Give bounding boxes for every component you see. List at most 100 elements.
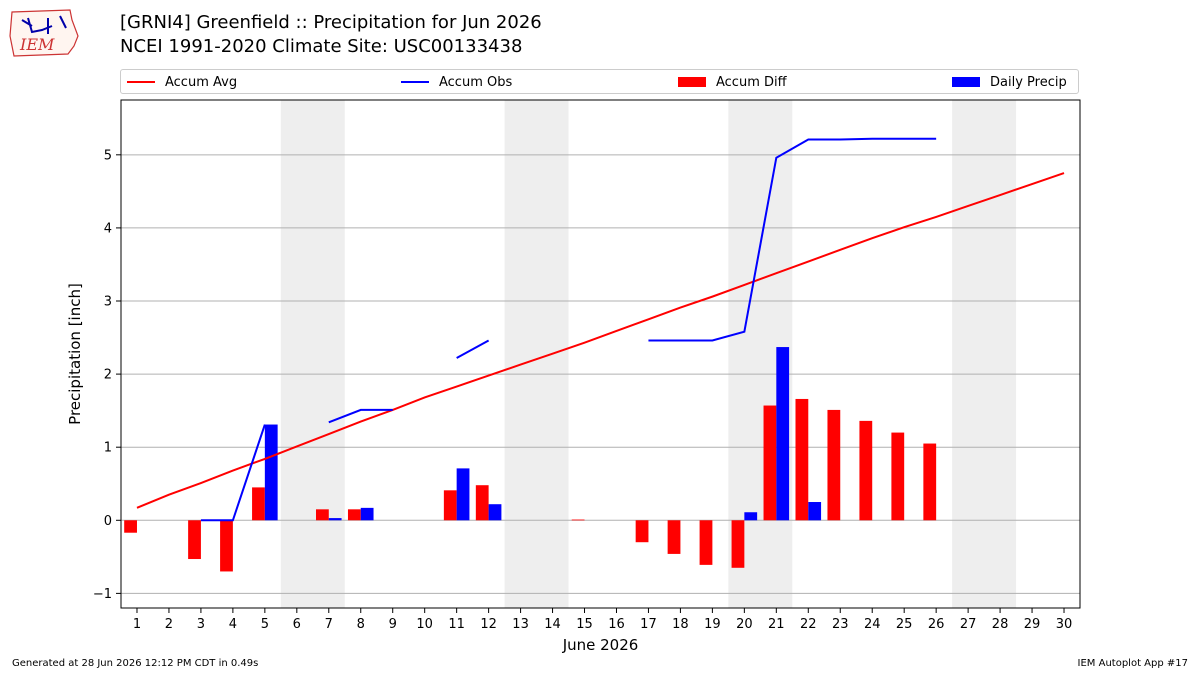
accum-obs-line [648,137,937,342]
x-tick-label: 12 [480,617,497,632]
legend-item-accum-avg: Accum Avg [127,73,237,91]
x-tick-label: 25 [896,617,913,632]
x-tick-label: 16 [608,617,625,632]
x-tick-label: 19 [704,617,721,632]
accum-diff-bar [124,520,137,533]
accum-diff-bar [475,485,489,521]
accum-diff-bar [891,432,905,521]
x-tick-label: 2 [165,617,173,632]
x-tick-label: 5 [261,617,269,632]
x-tick-label: 23 [832,617,849,632]
legend-swatch-accum-obs [401,81,429,83]
weekend-shading [280,100,1017,608]
accum-diff-bar [731,520,745,568]
legend-item-accum-diff: Accum Diff [678,73,787,91]
x-tick-label: 29 [1024,617,1041,632]
x-tick-label: 7 [325,617,333,632]
y-axis-label: Precipitation [inch] [66,283,84,425]
x-tick-label: 20 [736,617,753,632]
accum-obs-line [456,339,490,359]
y-tick-label: 3 [104,295,112,310]
accum-diff-bar [827,409,841,521]
x-tick-label: 6 [293,617,301,632]
weekend-band [952,100,1017,608]
x-tick-label: 24 [864,617,881,632]
legend-swatch-accum-diff [678,77,706,87]
legend-label-accum-obs: Accum Obs [439,74,513,90]
y-tick-label: 0 [104,514,112,529]
accum-diff-bar [188,520,201,560]
y-tick-label: 2 [104,368,112,383]
accum-diff-bar [443,490,457,521]
x-tick-label: 15 [576,617,593,632]
x-tick-label: 18 [672,617,689,632]
x-tick-label: 30 [1056,617,1073,632]
accum-diff-bar [795,398,809,521]
legend-item-daily-precip: Daily Precip [952,73,1067,91]
y-tick-label: 5 [104,148,112,163]
y-tick-label: 1 [104,441,112,456]
x-tick-label: 28 [992,617,1009,632]
accum-diff-bar [347,509,361,521]
x-tick-label: 22 [800,617,817,632]
x-tick-label: 13 [512,617,529,632]
x-tick-label: 1 [133,617,141,632]
x-tick-label: 4 [229,617,237,632]
accum-obs-line [200,424,266,522]
legend-swatch-daily-precip [952,77,980,87]
daily-precip-bar [456,468,470,521]
footer-generated: Generated at 28 Jun 2026 12:12 PM CDT in… [12,658,259,669]
accum-diff-bar [252,487,265,521]
accum-diff-bar [571,519,585,521]
accum-diff-bar [699,520,713,565]
daily-precip-bar [328,518,342,521]
chart-subtitle: NCEI 1991-2020 Climate Site: USC00133438 [120,36,523,57]
x-tick-label: 14 [544,617,561,632]
grid-lines [121,154,1080,594]
legend: Accum Avg Accum Obs Accum Diff Daily Pre… [120,69,1079,94]
legend-item-accum-obs: Accum Obs [401,73,512,91]
x-tick-label: 17 [640,617,657,632]
x-tick-label: 3 [197,617,205,632]
daily-precip-bar [744,512,758,521]
legend-label-accum-diff: Accum Diff [716,74,787,90]
accum-diff-bar [635,520,649,543]
accum-diff-bar [220,520,233,572]
daily-precip-bar [488,504,502,521]
x-tick-label: 9 [389,617,397,632]
accum-avg-line [136,172,1065,509]
accum-diff-bar [667,520,681,554]
bars [124,347,937,572]
x-tick-label: 26 [928,617,945,632]
daily-precip-bar [360,507,374,521]
x-tick-label: 27 [960,617,977,632]
iem-logo: IEM [8,6,80,58]
x-axis-label: June 2026 [562,636,639,654]
x-tick-label: 8 [357,617,365,632]
daily-precip-bar [264,424,278,521]
lines [136,137,1065,522]
legend-swatch-accum-avg [127,81,155,83]
x-tick-label: 21 [768,617,785,632]
plot-frame [120,99,1081,609]
y-tick-label: −1 [93,587,112,602]
y-tick-label: 4 [104,221,112,236]
chart-title: [GRNI4] Greenfield :: Precipitation for … [120,12,542,33]
weekend-band [280,100,345,608]
daily-precip-bar [776,347,790,521]
x-tick-label: 10 [416,617,433,632]
accum-obs-line [328,408,393,424]
weekend-band [504,100,569,608]
daily-precip-bar [808,502,822,521]
x-tick-label: 11 [448,617,465,632]
accum-diff-bar [923,443,937,521]
legend-label-accum-avg: Accum Avg [165,74,238,90]
accum-diff-bar [763,405,777,521]
legend-label-daily-precip: Daily Precip [990,74,1067,90]
accum-diff-bar [315,509,329,521]
footer-app: IEM Autoplot App #17 [1077,658,1188,669]
accum-diff-bar [859,420,873,521]
svg-text:IEM: IEM [19,35,55,54]
